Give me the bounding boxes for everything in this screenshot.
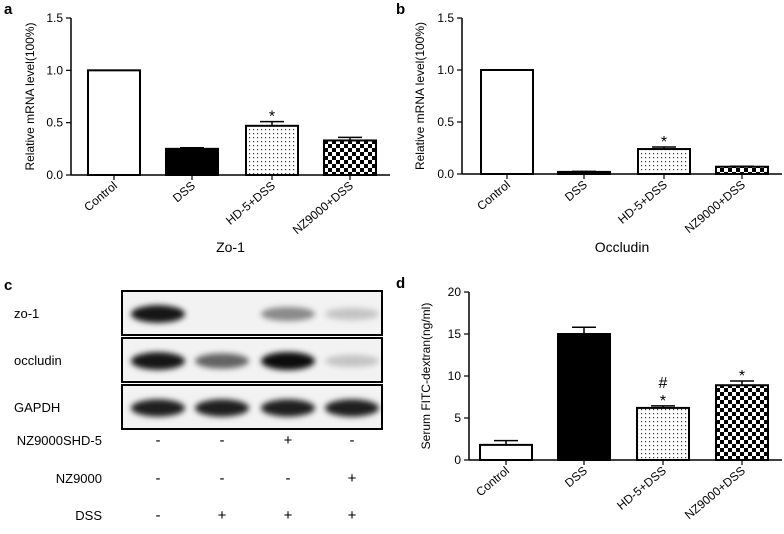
bar-control bbox=[87, 69, 141, 176]
asterisk-annotation: * bbox=[661, 134, 667, 151]
y-axis-label: Relative mRNA level(100%) bbox=[413, 22, 427, 170]
condition-sign: - bbox=[220, 432, 225, 449]
panel-label-c: c bbox=[4, 277, 12, 294]
bar-hd-5-dss bbox=[636, 406, 690, 462]
bar-dss bbox=[165, 147, 219, 176]
x-tick-label: HD-5+DSS bbox=[223, 179, 278, 228]
bar-nz9000-dss bbox=[323, 139, 377, 177]
condition-sign: + bbox=[218, 507, 227, 524]
panel-label-d: d bbox=[396, 275, 405, 292]
condition-sign: + bbox=[284, 432, 293, 449]
y-tick-label: 0.5 bbox=[437, 115, 454, 129]
condition-sign: + bbox=[284, 507, 293, 524]
condition-sign: + bbox=[348, 470, 357, 487]
bar-control bbox=[479, 443, 533, 462]
panel-label-a: a bbox=[4, 1, 13, 18]
y-tick-label: 5 bbox=[454, 411, 461, 425]
y-tick-label: 10 bbox=[448, 369, 462, 383]
y-tick-label: 1.0 bbox=[437, 63, 454, 77]
y-tick-label: 0 bbox=[454, 453, 461, 467]
y-axis-label: Serum FITC-dextran(ng/ml) bbox=[419, 303, 433, 450]
blot-band bbox=[325, 399, 379, 417]
chart-panel-d: 0 5 10 15 20 Serum FITC-dextran(ng/ml) Control… bbox=[419, 285, 782, 522]
y-tick-label: 20 bbox=[448, 285, 462, 299]
bar-control bbox=[480, 69, 534, 175]
blot-band bbox=[325, 307, 379, 321]
blot-row-label: zo-1 bbox=[14, 306, 39, 321]
chart-panel-a: 0.0 0.5 1.0 1.5 Relative mRNA level(100%) Con… bbox=[23, 11, 390, 255]
blot-band bbox=[131, 352, 185, 370]
asterisk-annotation: * bbox=[739, 368, 745, 385]
bar-dss bbox=[557, 333, 611, 461]
bar-hd-5-dss bbox=[637, 148, 691, 175]
bar-nz9000-dss bbox=[715, 165, 769, 176]
asterisk-annotation: * bbox=[269, 109, 275, 126]
blot-band bbox=[261, 352, 315, 370]
condition-sign: + bbox=[348, 507, 357, 524]
condition-label: NZ9000SHD-5 bbox=[17, 433, 102, 448]
blot-band bbox=[325, 354, 379, 368]
blot-band bbox=[131, 399, 185, 417]
x-tick-label: DSS bbox=[562, 464, 590, 491]
bar-nz9000-dss bbox=[715, 384, 769, 461]
x-tick-label: Control bbox=[473, 464, 512, 500]
y-tick-label: 0.0 bbox=[437, 167, 454, 181]
hash-annotation: # bbox=[659, 375, 668, 392]
blot-band bbox=[261, 306, 315, 322]
condition-label: NZ9000 bbox=[56, 471, 102, 486]
blot-band bbox=[195, 399, 249, 417]
blot-band bbox=[261, 399, 315, 417]
bar-dss bbox=[557, 170, 611, 175]
x-tick-label: Control bbox=[81, 179, 120, 215]
x-tick-label: NZ9000+DSS bbox=[682, 178, 748, 237]
y-tick-label: 15 bbox=[448, 327, 462, 341]
condition-label: DSS bbox=[75, 508, 102, 523]
y-tick-label: 1.5 bbox=[437, 11, 454, 25]
blot-band bbox=[195, 353, 249, 369]
panel-label-b: b bbox=[396, 1, 405, 18]
x-tick-label: HD-5+DSS bbox=[615, 178, 670, 227]
blot-band bbox=[131, 305, 185, 323]
x-tick-label: NZ9000+DSS bbox=[290, 179, 356, 238]
condition-sign: - bbox=[220, 470, 225, 487]
y-tick-label: 1.0 bbox=[46, 63, 63, 77]
y-tick-label: 0.5 bbox=[46, 116, 63, 130]
chart-panel-b: 0.0 0.5 1.0 1.5 Relative mRNA level(100%) Con… bbox=[413, 11, 782, 255]
x-tick-label: NZ9000+DSS bbox=[682, 464, 748, 523]
condition-sign: - bbox=[156, 432, 161, 449]
x-tick-label: DSS bbox=[562, 178, 590, 205]
x-tick-label: DSS bbox=[170, 179, 198, 206]
condition-sign: - bbox=[156, 470, 161, 487]
x-tick-label: Control bbox=[474, 178, 513, 214]
y-tick-label: 1.5 bbox=[46, 11, 63, 25]
western-blot-panel-c: zo-1 occludin GAPDH NZ9000SHD-5 - - + - NZ9000 - -… bbox=[14, 290, 383, 524]
asterisk-annotation: * bbox=[660, 393, 666, 410]
condition-sign: - bbox=[286, 470, 291, 487]
bar-hd-5-dss bbox=[245, 124, 299, 176]
blot-row-label: GAPDH bbox=[14, 400, 60, 415]
condition-sign: - bbox=[350, 432, 355, 449]
y-tick-label: 0.0 bbox=[46, 168, 63, 182]
x-tick-label: HD-5+DSS bbox=[614, 464, 669, 513]
x-axis-title: Occludin bbox=[595, 239, 649, 255]
condition-sign: - bbox=[156, 507, 161, 524]
y-axis-label: Relative mRNA level(100%) bbox=[23, 22, 37, 170]
x-axis-title: Zo-1 bbox=[216, 239, 245, 255]
blot-row-label: occludin bbox=[14, 353, 62, 368]
